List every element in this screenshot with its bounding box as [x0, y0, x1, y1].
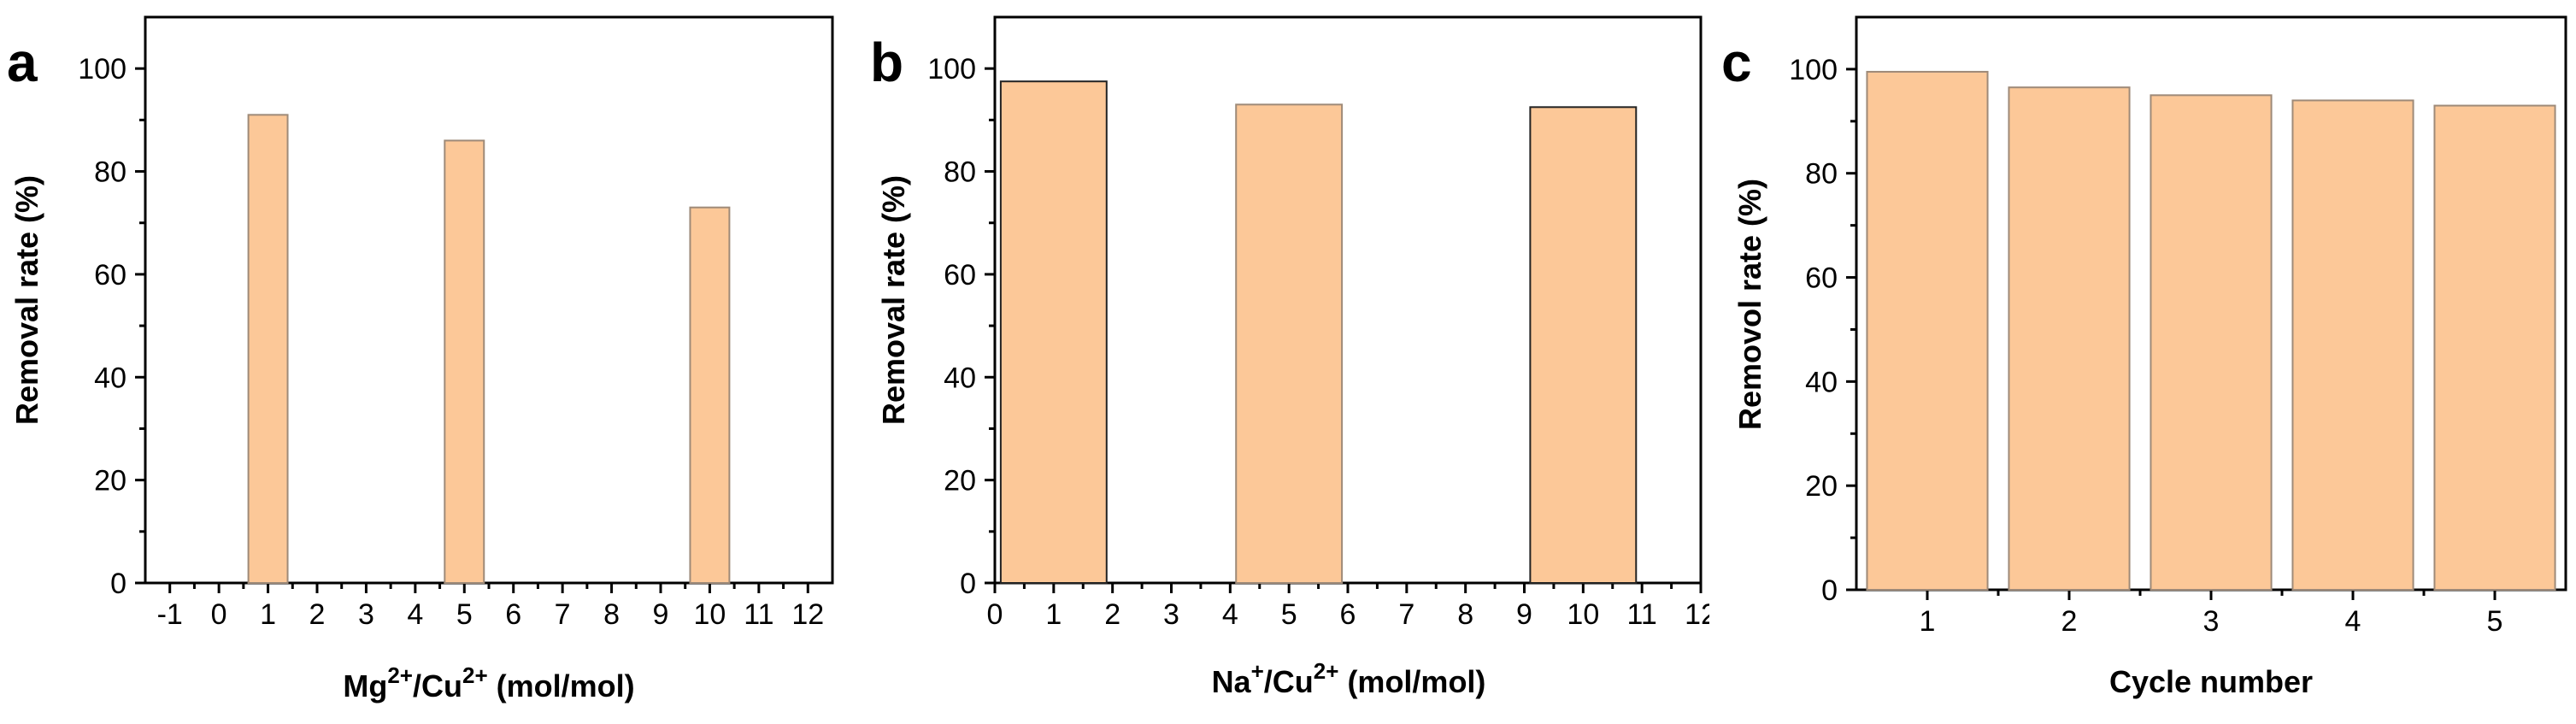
- x-tick-label-b-4: 4: [1222, 598, 1238, 631]
- x-tick-label-c-4: 4: [2345, 605, 2361, 638]
- x-tick-label-b-12: 12: [1685, 598, 1709, 631]
- panel-letter-a: a: [7, 32, 38, 93]
- panel-c: c 0 20 40 60 80 100 1 2 3 4 5 Removol rate (%) Cyc…: [1709, 0, 2576, 724]
- x-tick-label-a-5: 5: [456, 598, 473, 631]
- y-tick-label-b-80: 80: [944, 156, 976, 189]
- bar-c-5: [2433, 104, 2556, 591]
- x-tick-label-b-2: 2: [1104, 598, 1120, 631]
- x-axis-title-b: Na+/Cu2+ (mol/mol): [1212, 658, 1486, 699]
- x-axis-title-a: Mg2+/Cu2+ (mol/mol): [343, 662, 634, 703]
- x-tick-label-a-10: 10: [694, 598, 726, 631]
- x-title-a-sup1: 2+: [387, 662, 413, 688]
- x-tick-label-b-6: 6: [1340, 598, 1356, 631]
- bar-b-5: [1235, 103, 1344, 585]
- x-tick-label-a-1: 1: [260, 598, 276, 631]
- bar-b-1: [999, 80, 1108, 584]
- bar-a-1: [247, 114, 289, 584]
- y-tick-label-a-0: 0: [110, 568, 126, 600]
- y-tick-label-a-40: 40: [94, 362, 126, 394]
- y-tick-label-c-0: 0: [1821, 574, 1838, 607]
- panel-a: a 0 20 40 60 80 100 -1 0 1 2 3 4 5 6 7 8 9 10 11 12 Removal…: [0, 0, 855, 724]
- y-tick-label-a-100: 100: [78, 53, 126, 85]
- y-tick-label-a-80: 80: [94, 156, 126, 189]
- y-tick-label-c-20: 20: [1805, 470, 1838, 503]
- x-title-b-mid: /Cu: [1264, 664, 1314, 699]
- x-tick-label-a-0: 0: [211, 598, 227, 631]
- y-tick-label-c-60: 60: [1805, 262, 1838, 295]
- y-tick-label-a-60: 60: [94, 259, 126, 291]
- bars-c: [1866, 70, 2556, 592]
- x-tick-label-a-12: 12: [791, 598, 824, 631]
- bar-c-2: [2008, 86, 2131, 591]
- x-tick-label-b-9: 9: [1516, 598, 1532, 631]
- x-title-b-main: Na: [1212, 664, 1252, 699]
- bar-a-10: [689, 206, 731, 584]
- y-axis-title-a: Removal rate (%): [9, 175, 44, 425]
- x-title-b-sup2: 2+: [1314, 658, 1339, 684]
- y-axis-title-c: Removol rate (%): [1732, 179, 1767, 430]
- bar-a-5: [444, 139, 485, 585]
- bar-c-3: [2150, 94, 2273, 591]
- x-tick-label-c-3: 3: [2203, 605, 2220, 638]
- x-tick-label-b-8: 8: [1457, 598, 1473, 631]
- x-tick-label-c-2: 2: [2061, 605, 2078, 638]
- x-tick-label-c-1: 1: [1920, 605, 1936, 638]
- bar-b-10: [1529, 106, 1638, 585]
- bars-a: [247, 114, 731, 585]
- y-tick-label-c-40: 40: [1805, 366, 1838, 398]
- x-tick-label-a-4: 4: [407, 598, 423, 631]
- x-tick-label-b-11: 11: [1627, 598, 1657, 631]
- x-tick-label-a-7: 7: [555, 598, 571, 631]
- chart-c-svg: c 0 20 40 60 80 100 1 2 3 4 5 Removol rate (%) Cyc…: [1721, 15, 2567, 699]
- x-tick-label-b-5: 5: [1281, 598, 1297, 631]
- x-title-b-sup1: +: [1251, 658, 1264, 684]
- y-tick-label-a-20: 20: [94, 465, 126, 497]
- x-tick-label-b-1: 1: [1045, 598, 1062, 631]
- x-tick-label-b-0: 0: [987, 598, 1003, 631]
- x-tick-label-b-3: 3: [1163, 598, 1179, 631]
- panel-b: b 0 20 40 60 80 100 0 1 2 3 4 5 6 7 8 9 10 11 12 Removal r…: [855, 0, 1709, 724]
- x-title-b-tail: (mol/mol): [1338, 664, 1485, 699]
- x-tick-label-c-5: 5: [2487, 605, 2503, 638]
- y-tick-label-c-100: 100: [1789, 54, 1838, 86]
- y-tick-label-b-40: 40: [944, 362, 976, 394]
- x-tick-label-b-7: 7: [1398, 598, 1414, 631]
- ticks-c: 0 20 40 60 80 100 1 2 3 4 5: [1789, 54, 2502, 638]
- bars-b: [999, 80, 1638, 585]
- bar-c-4: [2291, 99, 2414, 592]
- x-title-a-mid: /Cu: [413, 668, 462, 703]
- x-tick-label-b-10: 10: [1567, 598, 1599, 631]
- y-axis-title-b: Removal rate (%): [876, 175, 911, 425]
- panel-letter-c: c: [1721, 32, 1752, 93]
- y-tick-label-b-100: 100: [927, 53, 976, 85]
- x-tick-label-a-8: 8: [603, 598, 620, 631]
- y-tick-label-b-0: 0: [960, 568, 976, 600]
- x-tick-label-a-11: 11: [744, 598, 773, 631]
- y-tick-label-b-60: 60: [944, 259, 976, 291]
- x-tick-label-a-6: 6: [505, 598, 521, 631]
- x-axis-title-c: Cycle number: [2109, 664, 2313, 699]
- panel-letter-b: b: [870, 32, 903, 93]
- x-title-a-main: Mg: [343, 668, 387, 703]
- x-tick-label-a-9: 9: [653, 598, 669, 631]
- x-title-a-tail: (mol/mol): [488, 668, 635, 703]
- x-title-a-sup2: 2+: [462, 662, 488, 688]
- x-tick-label-a-2: 2: [309, 598, 326, 631]
- x-tick-label-a--1: -1: [157, 598, 183, 631]
- y-tick-label-b-20: 20: [944, 465, 976, 497]
- y-tick-label-c-80: 80: [1805, 158, 1838, 191]
- bar-c-1: [1866, 70, 1989, 592]
- x-tick-label-a-3: 3: [358, 598, 374, 631]
